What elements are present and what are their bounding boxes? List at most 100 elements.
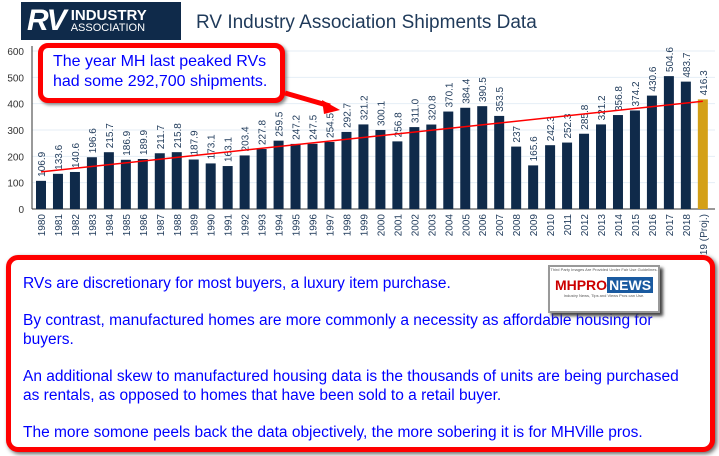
x-tick-label: 1989 [190,214,201,237]
x-tick-label: 2010 [546,214,557,237]
y-tick-label: 300 [7,126,24,137]
data-label: 215.7 [105,123,116,148]
bar [612,115,623,209]
x-tick-label: 2014 [614,214,625,237]
x-tick-label: 1994 [275,214,286,237]
callout-box: The year MH last peaked RVs had some 292… [38,43,285,103]
bar [137,158,148,209]
y-tick-label: 400 [7,100,24,111]
bar [69,171,80,209]
x-tick-label: 1982 [71,214,82,237]
x-tick-label: 1983 [88,214,99,237]
x-tick-label: 1995 [292,214,303,237]
rv-industry-logo: RV INDUSTRY ASSOCIATION [21,2,181,40]
x-tick-label: 1985 [122,214,133,237]
y-tick-label: 200 [7,152,24,163]
x-tick-label: 1986 [139,214,150,237]
bar [663,76,674,209]
data-label: 285.8 [580,104,591,129]
data-label: 242.3 [546,116,557,141]
bar [562,142,573,209]
x-tick-label: 1998 [342,214,353,237]
bar [511,146,522,209]
x-tick-label: 1981 [54,214,65,237]
note-4: The more somone peels back the data obje… [23,424,643,441]
data-label: 140.6 [71,143,82,168]
bar [222,166,233,209]
bar [290,143,301,209]
data-label: 483.7 [682,52,693,77]
data-label: 252.3 [563,113,574,138]
x-tick-label: 1980 [37,214,48,237]
x-tick-label: 2001 [393,214,404,237]
logo-line1: INDUSTRY [70,7,147,24]
bar [443,111,454,209]
x-tick-label: 1991 [224,214,235,237]
bar [545,145,556,209]
x-tick-label: 2007 [495,214,506,237]
watermark-brand-a: MHPRO [554,277,608,293]
x-tick-label: 1988 [173,214,184,237]
bar [680,81,691,209]
bar [477,106,488,209]
x-tick-label: 2004 [444,214,455,237]
data-label: 163.1 [224,137,235,162]
data-label: 504.6 [665,47,676,72]
bar-chart: 0 100 200 300 400 500 600 106.9 1980 133.6 1981 140… [7,46,715,255]
data-label: 133.6 [54,144,65,169]
bar [273,140,284,209]
data-label: 390.5 [478,77,489,102]
x-tick-label: 1997 [325,214,336,237]
data-label: 320.8 [427,95,438,120]
data-label: 227.8 [258,120,269,145]
x-tick-label: 2003 [427,214,438,237]
data-label: 237 [512,125,523,142]
data-label: 189.9 [139,130,150,155]
y-tick-label: 0 [18,205,24,216]
note-3: An additional skew to manufactured housi… [23,368,679,404]
x-tick-label: 1987 [156,214,167,237]
note-1: RVs are discretionary for most buyers, a… [23,275,451,292]
bar [646,95,657,209]
x-tick-label: 2017 [665,214,676,237]
x-tick-label: 2011 [563,214,574,236]
bar [528,165,539,209]
watermark-top: Third Party Images Are Provided Under Fa… [550,267,658,272]
bar [697,99,708,209]
watermark-tagline: Industry News, Tips and Views Pros can U… [563,293,645,298]
y-tick-label: 600 [7,47,24,58]
x-tick-label: 2018 [682,214,693,237]
bar [307,143,318,209]
x-tick-label: 2013 [597,214,608,237]
bar [205,163,216,209]
bar [629,110,640,209]
data-label: 203.4 [241,126,252,151]
bar [596,124,607,209]
data-label: 215.8 [173,123,184,148]
x-tick-label: 2016 [648,214,659,237]
data-label: 416.3 [699,70,710,95]
bar [36,180,46,209]
x-tick-label: 1984 [105,214,116,237]
x-tick-label: 2019 (Proj.) [699,214,710,255]
data-label: 247.5 [309,114,320,139]
bar [341,131,352,209]
trend-line [40,100,703,173]
data-label: 165.6 [529,136,540,161]
y-tick-label: 500 [7,73,24,84]
bar [358,124,369,209]
x-tick-label: 2006 [478,214,489,237]
x-tick-label: 1999 [359,214,370,237]
bar [392,141,403,209]
data-label: 259.5 [275,111,286,136]
data-label: 173.1 [207,134,218,159]
bar [375,129,386,209]
logo-line2: ASSOCIATION [70,22,146,34]
bar [154,153,165,209]
data-label: 356.8 [614,86,625,111]
y-tick-label: 100 [7,179,24,190]
data-label: 311.0 [410,98,421,123]
note-2: By contrast, manufactured homes are more… [23,312,653,348]
bar [86,157,97,209]
chart-title: RV Industry Association Shipments Data [196,12,537,33]
